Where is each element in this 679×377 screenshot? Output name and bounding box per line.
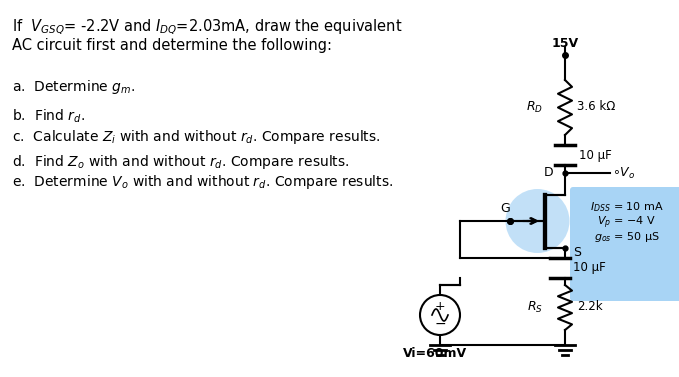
Text: 15V: 15V — [551, 37, 579, 50]
FancyBboxPatch shape — [570, 187, 679, 301]
Text: 2.2k: 2.2k — [577, 300, 603, 314]
Text: 10 μF: 10 μF — [579, 149, 612, 161]
Text: $I_{DSS}$ = 10 mA: $I_{DSS}$ = 10 mA — [589, 200, 663, 214]
Text: +: + — [435, 299, 445, 313]
Text: 10 μF: 10 μF — [573, 262, 606, 274]
Text: S: S — [573, 247, 581, 259]
Text: e.  Determine $V_o$ with and without $r_d$. Compare results.: e. Determine $V_o$ with and without $r_d… — [12, 173, 393, 191]
Circle shape — [505, 189, 570, 253]
Text: b.  Find $r_d$.: b. Find $r_d$. — [12, 108, 85, 126]
Text: d.  Find $Z_o$ with and without $r_d$. Compare results.: d. Find $Z_o$ with and without $r_d$. Co… — [12, 153, 350, 171]
Text: D: D — [543, 167, 553, 179]
Text: 3.6 kΩ: 3.6 kΩ — [577, 101, 615, 113]
Text: G: G — [500, 202, 510, 216]
Text: $\circ V_o$: $\circ V_o$ — [612, 166, 636, 181]
Text: c.  Calculate $Z_i$ with and without $r_d$. Compare results.: c. Calculate $Z_i$ with and without $r_d… — [12, 128, 380, 146]
Text: $g_{os}$ = 50 μS: $g_{os}$ = 50 μS — [593, 230, 659, 244]
Text: −: − — [434, 317, 446, 331]
Text: a.  Determine $g_m$.: a. Determine $g_m$. — [12, 78, 135, 96]
Text: Vi=60mV: Vi=60mV — [403, 347, 467, 360]
Text: AC circuit first and determine the following:: AC circuit first and determine the follo… — [12, 38, 332, 53]
Text: $R_D$: $R_D$ — [526, 100, 543, 115]
Circle shape — [420, 295, 460, 335]
Text: $V_p$ = −4 V: $V_p$ = −4 V — [597, 215, 656, 231]
Text: If  $V_{GSQ}$= -2.2V and $I_{DQ}$=2.03mA, draw the equivalent: If $V_{GSQ}$= -2.2V and $I_{DQ}$=2.03mA,… — [12, 18, 403, 37]
Text: $R_S$: $R_S$ — [527, 299, 543, 314]
